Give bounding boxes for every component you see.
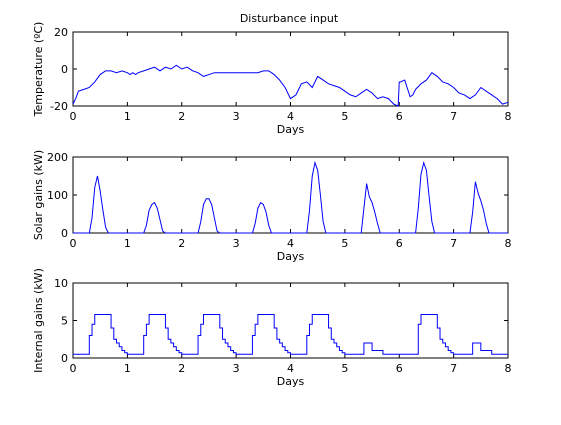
x-axis-label: Days	[277, 123, 305, 136]
x-tick-label: 5	[341, 110, 348, 123]
y-tick-label: -20	[50, 100, 68, 113]
y-axis-label: Temperature (ºC)	[32, 22, 45, 118]
x-axis-label: Days	[277, 375, 305, 388]
y-axis-label: Solar gains (kW)	[32, 150, 45, 240]
plot-frame-3	[72, 282, 509, 359]
series-line-3	[73, 314, 508, 355]
plot-frame-2	[72, 156, 509, 234]
y-tick-label: 20	[54, 26, 68, 39]
y-tick-label: 0	[61, 227, 68, 240]
x-tick-label: 6	[396, 237, 403, 250]
x-tick-label: 4	[287, 110, 294, 123]
x-tick-label: 7	[450, 110, 457, 123]
y-tick-label: 10	[54, 277, 68, 290]
x-tick-label: 5	[341, 362, 348, 375]
x-tick-label: 7	[450, 237, 457, 250]
x-tick-label: 1	[124, 237, 131, 250]
x-tick-label: 7	[450, 362, 457, 375]
x-tick-label: 3	[233, 110, 240, 123]
y-tick-label: 5	[61, 315, 68, 328]
x-tick-label: 1	[124, 110, 131, 123]
x-tick-label: 5	[341, 237, 348, 250]
x-tick-label: 0	[70, 362, 77, 375]
x-tick-label: 3	[233, 362, 240, 375]
y-tick-label: 200	[47, 151, 68, 164]
x-tick-label: 0	[70, 110, 77, 123]
x-tick-label: 1	[124, 362, 131, 375]
x-tick-label: 0	[70, 237, 77, 250]
series-line-2	[73, 160, 508, 234]
x-tick-label: 2	[178, 110, 185, 123]
y-tick-label: 0	[61, 63, 68, 76]
series-line-1	[72, 64, 509, 107]
x-axis-label: Days	[277, 250, 305, 263]
x-tick-label: 8	[505, 237, 512, 250]
x-tick-label: 6	[396, 110, 403, 123]
y-tick-label: 100	[47, 189, 68, 202]
figure-title: Disturbance input	[240, 12, 339, 25]
plot-frame-1	[72, 31, 509, 107]
x-tick-label: 2	[178, 362, 185, 375]
x-tick-label: 6	[396, 362, 403, 375]
x-tick-label: 8	[505, 362, 512, 375]
y-tick-label: 0	[61, 352, 68, 365]
x-tick-label: 2	[178, 237, 185, 250]
x-tick-label: 4	[287, 237, 294, 250]
x-tick-label: 8	[505, 110, 512, 123]
x-tick-label: 3	[233, 237, 240, 250]
x-tick-label: 4	[287, 362, 294, 375]
y-axis-label: Internal gains (kW)	[32, 268, 45, 373]
